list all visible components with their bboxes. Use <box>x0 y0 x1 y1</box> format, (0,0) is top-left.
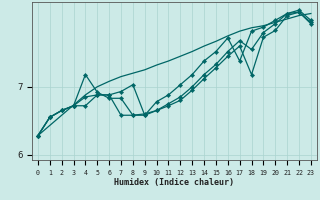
X-axis label: Humidex (Indice chaleur): Humidex (Indice chaleur) <box>115 179 234 188</box>
